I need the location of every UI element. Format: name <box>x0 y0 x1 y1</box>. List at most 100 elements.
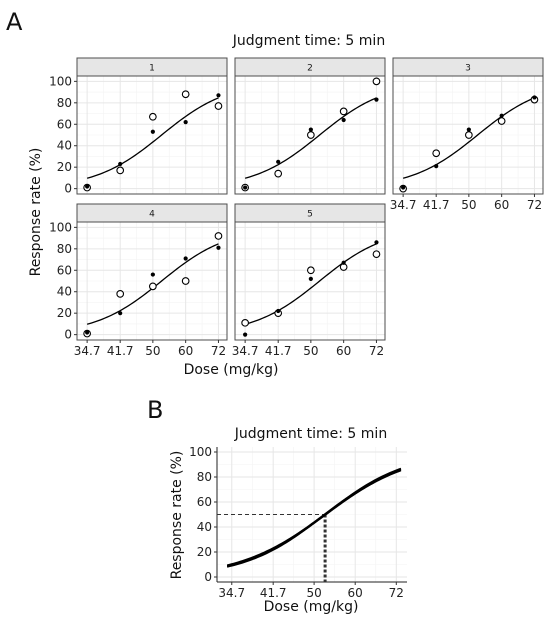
data-point-solid <box>85 184 90 189</box>
x-tick-label: 50 <box>306 586 321 600</box>
data-point-open <box>432 149 441 158</box>
data-point-open <box>372 250 381 259</box>
data-point-open <box>339 107 348 116</box>
data-point-open <box>116 290 125 298</box>
data-point-solid <box>374 240 379 245</box>
facet-strip <box>76 57 228 77</box>
data-point-solid <box>150 272 155 277</box>
x-tick-label: 72 <box>389 586 404 600</box>
panel-b-x-axis-title: Dose (mg/kg) <box>264 599 359 615</box>
facet-strip-label: 1 <box>149 64 155 74</box>
facet-strip <box>76 203 228 223</box>
panel-a-y-axis-title: Response rate (%) <box>28 148 44 277</box>
facet-strip-label: 2 <box>307 64 313 74</box>
facet-panel-1: 1 0 20 40 60 80 100 <box>49 57 228 196</box>
data-point-solid <box>183 120 188 125</box>
data-point-solid <box>243 185 248 190</box>
fitted-curve <box>244 243 377 325</box>
facet-strip <box>234 203 386 223</box>
x-tick-label: 50 <box>303 344 318 358</box>
fitted-curve-5 <box>226 469 402 567</box>
data-point-solid <box>243 332 248 337</box>
data-point-solid <box>276 159 281 164</box>
y-tick-label: 20 <box>57 306 72 320</box>
y-tick-label: 20 <box>57 160 72 174</box>
y-tick-label: 60 <box>197 495 212 509</box>
data-point-solid <box>401 185 406 190</box>
x-tick-label: 72 <box>211 344 226 358</box>
x-tick-label: 34.7 <box>390 198 417 212</box>
facet-strip-label: 3 <box>465 64 471 74</box>
data-point-solid <box>374 97 379 102</box>
data-point-open <box>149 112 157 121</box>
data-point-open <box>274 169 283 178</box>
panel-b-title: Judgment time: 5 min <box>234 426 387 442</box>
facet-strip <box>234 57 386 77</box>
data-point-solid <box>85 330 90 335</box>
fitted-curve <box>86 97 219 179</box>
data-point-solid <box>118 311 123 316</box>
panel-a-letter: A <box>6 8 23 36</box>
y-tick-label: 80 <box>197 470 212 484</box>
data-point-solid <box>341 260 346 265</box>
data-point-solid <box>499 113 504 118</box>
y-tick-label: 40 <box>57 139 72 153</box>
data-point-open <box>214 102 223 110</box>
x-tick-label: 60 <box>494 198 509 212</box>
x-tick-label: 41.7 <box>107 344 134 358</box>
data-point-solid <box>532 95 537 100</box>
data-point-open <box>241 318 249 327</box>
facet-strip <box>392 57 544 77</box>
x-tick-label: 34.7 <box>232 344 259 358</box>
y-tick-label: 100 <box>49 220 72 234</box>
x-tick-label: 41.7 <box>260 586 287 600</box>
facet-panel-2: 2 <box>234 57 386 195</box>
data-point-solid <box>216 245 221 250</box>
y-tick-label: 0 <box>64 182 72 196</box>
facet-panel-3: 3 34.7 41.7 50 60 72 <box>390 57 544 212</box>
x-tick-label: 72 <box>369 344 384 358</box>
data-point-open <box>307 131 315 139</box>
x-tick-label: 34.7 <box>218 586 245 600</box>
data-point-solid <box>216 93 221 98</box>
fitted-curve <box>402 97 535 179</box>
panel-b-letter: B <box>147 396 163 424</box>
y-tick-label: 0 <box>64 328 72 342</box>
data-point-solid <box>183 256 188 261</box>
facet-panel-5: 5 34.7 41.7 50 60 72 <box>232 203 386 358</box>
data-point-solid <box>341 117 346 123</box>
y-tick-label: 20 <box>197 545 212 559</box>
panel-a-title: Judgment time: 5 min <box>232 33 385 49</box>
x-tick-label: 50 <box>461 198 476 212</box>
data-point-solid <box>308 127 313 132</box>
x-tick-label: 50 <box>145 344 160 358</box>
y-tick-label: 40 <box>57 285 72 299</box>
data-point-open <box>116 166 125 175</box>
y-tick-label: 60 <box>57 263 72 277</box>
data-point-solid <box>466 127 471 132</box>
data-point-open <box>465 131 473 139</box>
y-tick-label: 100 <box>49 74 72 88</box>
y-tick-label: 80 <box>57 242 72 256</box>
panel-b-y-axis-title: Response rate (%) <box>169 451 185 580</box>
data-point-solid <box>308 276 313 281</box>
x-tick-label: 41.7 <box>265 344 292 358</box>
data-point-open <box>372 77 381 86</box>
data-point-open <box>149 282 157 291</box>
data-point-open <box>497 117 506 125</box>
panel-a-x-axis-title: Dose (mg/kg) <box>184 362 279 378</box>
y-tick-label: 40 <box>197 520 212 534</box>
x-tick-label: 72 <box>527 198 542 212</box>
facet-strip-label: 5 <box>307 210 313 220</box>
data-point-open <box>307 266 315 275</box>
data-point-open <box>181 277 190 285</box>
data-point-solid <box>150 129 155 134</box>
y-tick-label: 80 <box>57 96 72 110</box>
x-tick-label: 60 <box>348 586 363 600</box>
data-point-open <box>214 232 223 240</box>
facet-strip-label: 4 <box>149 210 155 220</box>
y-tick-label: 0 <box>204 570 212 584</box>
